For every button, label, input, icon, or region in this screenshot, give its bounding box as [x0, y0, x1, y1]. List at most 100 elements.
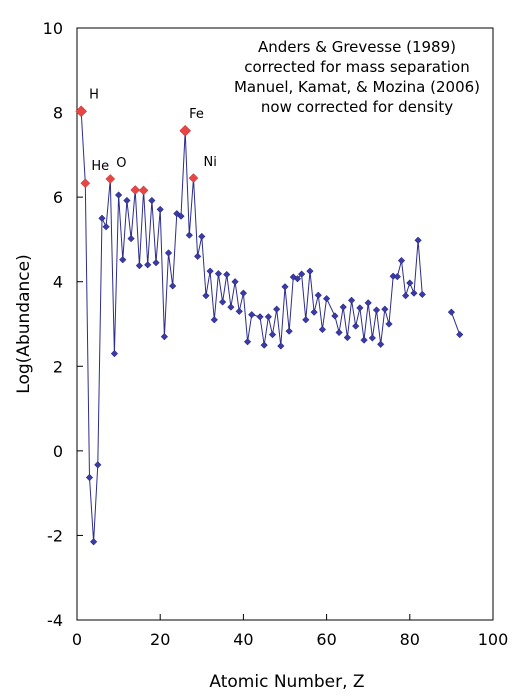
x-tick-label: 60	[316, 630, 336, 649]
data-point	[406, 279, 414, 287]
x-tick-label: 20	[150, 630, 170, 649]
data-point	[322, 294, 331, 303]
data-point	[364, 299, 372, 307]
data-point	[447, 308, 456, 316]
data-point	[331, 312, 339, 320]
highlight-point	[130, 185, 141, 195]
element-label: Fe	[189, 107, 204, 122]
data-point	[248, 311, 256, 319]
data-point	[206, 267, 214, 275]
y-axis-ticks: -4 -2 0 2 4 6 8 10	[43, 19, 83, 630]
data-point	[418, 290, 426, 299]
data-point	[293, 275, 302, 283]
annotation-line-2: corrected for mass separation	[244, 58, 469, 76]
data-point	[144, 261, 152, 269]
y-tick-label: -4	[47, 611, 63, 630]
series-line	[450, 312, 461, 335]
data-point	[347, 296, 356, 304]
data-point	[202, 292, 210, 300]
y-tick-label: 2	[53, 357, 63, 376]
data-point	[277, 342, 285, 350]
data-point	[356, 304, 364, 312]
x-axis-label: Atomic Number, Z	[209, 672, 364, 692]
highlight-point	[80, 178, 91, 189]
data-point	[89, 538, 98, 546]
data-point	[360, 336, 368, 344]
data-point	[198, 232, 206, 241]
data-point	[401, 292, 410, 300]
x-tick-label: 100	[478, 630, 509, 649]
highlight-point	[188, 173, 199, 183]
data-point	[264, 313, 273, 321]
data-point	[339, 303, 347, 311]
data-point	[297, 270, 306, 278]
element-label: O	[116, 156, 126, 171]
y-tick-label: 0	[53, 442, 63, 461]
data-point	[368, 334, 377, 342]
data-point	[385, 320, 393, 328]
data-point	[177, 212, 185, 220]
data-point	[85, 473, 94, 482]
data-point	[256, 313, 264, 321]
y-tick-label: -2	[47, 526, 63, 545]
data-point	[285, 327, 293, 335]
data-point	[135, 261, 144, 270]
data-point	[152, 259, 160, 267]
data-point	[268, 330, 277, 339]
data-point	[372, 306, 381, 314]
highlight-point	[138, 185, 149, 196]
data-point	[381, 305, 389, 313]
data-point	[210, 316, 218, 324]
data-point	[318, 325, 327, 334]
annotation-box: Anders & Grevesse (1989) corrected for m…	[234, 38, 480, 116]
x-tick-label: 40	[233, 630, 253, 649]
element-label: H	[89, 87, 99, 102]
data-point	[223, 270, 231, 279]
y-tick-label: 10	[43, 19, 63, 38]
y-tick-label: 4	[53, 273, 63, 292]
element-label: He	[91, 159, 109, 174]
data-point	[227, 303, 235, 311]
data-point	[260, 341, 268, 349]
data-point	[156, 205, 164, 214]
data-point	[123, 196, 131, 205]
data-point	[310, 308, 318, 316]
data-point	[94, 461, 102, 469]
y-tick-label: 8	[53, 104, 63, 123]
data-point	[185, 231, 193, 239]
plot-area	[76, 27, 494, 621]
data-point	[218, 298, 227, 306]
data-point	[164, 249, 173, 257]
data-point	[235, 307, 243, 315]
x-tick-label: 0	[72, 630, 82, 649]
data-point	[314, 291, 322, 299]
data-point	[352, 322, 360, 330]
data-point	[239, 289, 248, 297]
y-tick-label: 6	[53, 188, 63, 207]
data-point	[414, 236, 422, 244]
data-point	[397, 256, 406, 265]
data-point	[456, 330, 464, 339]
highlight-layer: H He O Fe Ni	[75, 87, 217, 196]
x-axis-ticks: 0 20 40 60 80 100	[72, 614, 508, 649]
data-point	[114, 191, 123, 199]
data-point	[243, 338, 252, 346]
annotation-line-4: now corrected for density	[261, 98, 453, 116]
data-point	[281, 283, 289, 291]
annotation-line-3: Manuel, Kamat, & Mozina (2006)	[234, 78, 480, 96]
data-point	[193, 252, 202, 260]
data-point	[273, 305, 281, 313]
data-point	[148, 196, 156, 205]
data-point	[160, 333, 169, 341]
highlight-point	[105, 174, 116, 184]
element-label: Ni	[203, 155, 216, 170]
data-point	[214, 270, 223, 278]
highlight-point	[179, 124, 192, 137]
data-point	[102, 223, 110, 231]
data-point	[169, 282, 177, 290]
x-tick-label: 80	[400, 630, 420, 649]
series-layer	[77, 107, 464, 546]
data-point	[127, 234, 135, 243]
data-point	[377, 340, 385, 348]
